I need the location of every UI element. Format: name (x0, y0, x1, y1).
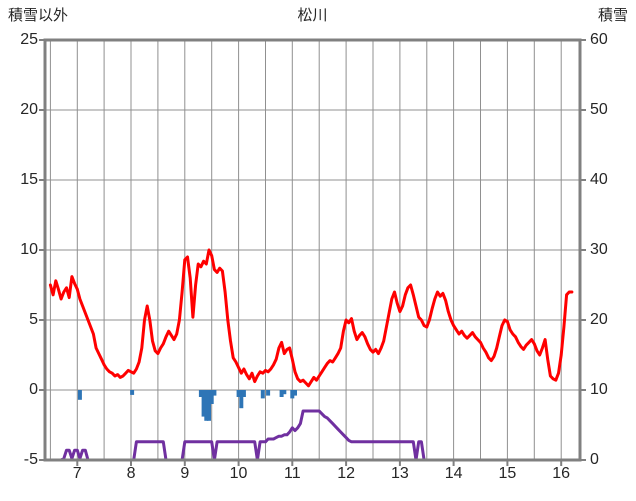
x-axis-tick-label: 16 (552, 465, 571, 482)
right-axis-tick-label: 30 (590, 241, 608, 258)
precip-bar (204, 390, 209, 421)
precip-bar (260, 390, 265, 399)
left-axis-tick-label: 10 (20, 241, 38, 258)
precip-bar (293, 390, 297, 396)
x-axis-tick-label: 8 (126, 465, 136, 482)
right-axis-tick-label: 10 (590, 381, 608, 398)
precip-bar (198, 390, 203, 397)
x-axis-tick-label: 12 (337, 465, 355, 482)
precip-bar (282, 390, 287, 395)
red_line-series (48, 248, 574, 388)
precip-bar (241, 390, 246, 397)
precip-bar (130, 390, 135, 395)
right-axis-title: 積雪 (597, 7, 628, 24)
precip-bar (266, 390, 271, 396)
x-axis-tick-label: 7 (72, 465, 82, 482)
x-axis-tick-label: 15 (498, 465, 517, 482)
purple_line-series (48, 409, 579, 462)
left-axis-tick-label: 15 (20, 171, 38, 188)
chart-title: 松川 (297, 7, 328, 24)
precip-bar (279, 390, 284, 397)
left-axis-title: 積雪以外 (8, 7, 69, 24)
x-axis-tick-label: 10 (229, 465, 248, 482)
x-axis-tick-label: 13 (390, 465, 409, 482)
x-axis-tick-label: 14 (444, 465, 463, 482)
plot-frame (43, 38, 582, 462)
precip-bar (209, 390, 214, 404)
precip-bar (201, 390, 206, 417)
x-axis-tick-label: 11 (284, 465, 301, 482)
right-axis-tick-label: 40 (590, 171, 608, 188)
x-axis-tick-label: 9 (180, 465, 190, 482)
left-axis-tick-label: 5 (29, 311, 38, 328)
right-axis-tick-label: 50 (590, 101, 608, 118)
precip-bar (212, 390, 217, 396)
right-axis-tick-label: 0 (590, 451, 599, 468)
precip-bar (207, 390, 211, 421)
left-axis-tick-label: -5 (23, 451, 38, 468)
left-axis-tick-label: 0 (29, 381, 38, 398)
precip-bar (290, 390, 295, 399)
precip-bar (239, 390, 244, 409)
precip-bar (77, 390, 82, 400)
right-axis-tick-label: 20 (590, 311, 608, 328)
right-axis-tick-label: 60 (590, 31, 608, 48)
precip-bar (236, 390, 241, 397)
left-axis-tick-label: 25 (20, 31, 38, 48)
left-axis-tick-label: 20 (20, 101, 38, 118)
